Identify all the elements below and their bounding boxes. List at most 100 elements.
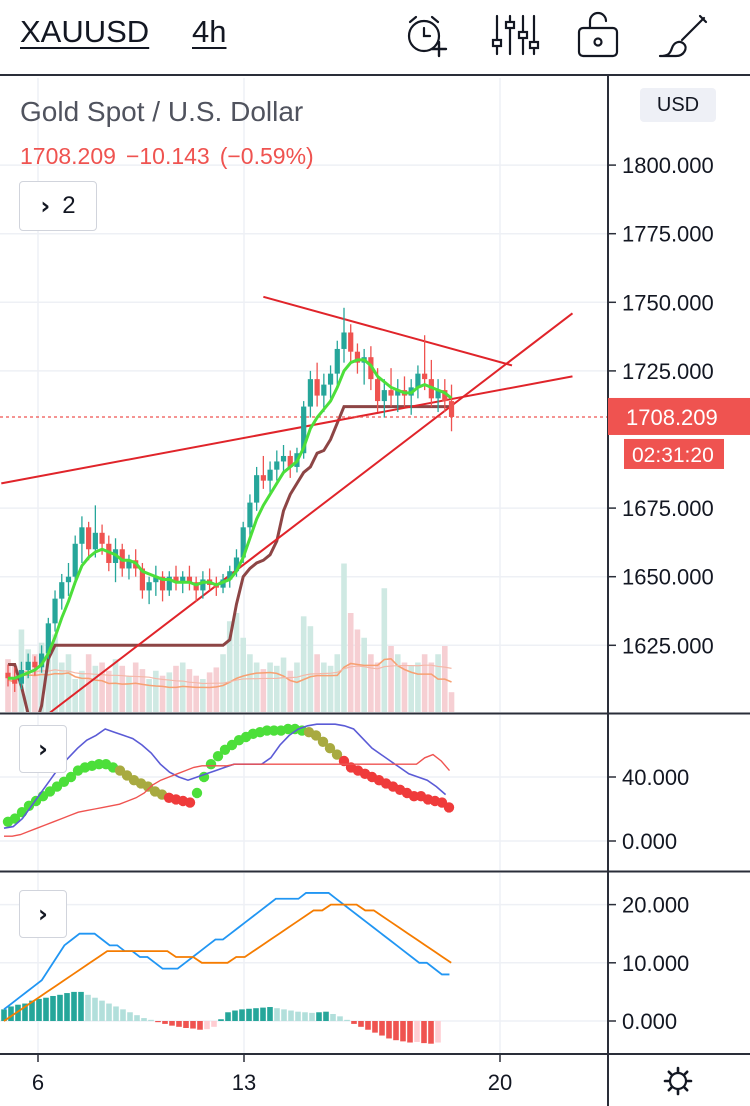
macd-histogram-bar <box>120 1009 126 1021</box>
macd-histogram-bar <box>1 1009 7 1021</box>
candle-body <box>146 582 152 591</box>
macd-histogram-bar <box>43 997 49 1021</box>
candle-body <box>200 579 206 591</box>
macd-histogram-bar <box>295 1011 301 1021</box>
candle-body <box>442 390 448 402</box>
macd-histogram-bar <box>29 1000 35 1021</box>
volume-bar <box>341 563 347 712</box>
macd-histogram-bar <box>99 1000 105 1021</box>
macd-histogram-bar <box>253 1008 259 1021</box>
macd-histogram-bar <box>316 1012 322 1021</box>
volume-bar <box>206 672 213 712</box>
gear-tooth <box>667 1086 673 1092</box>
macd-histogram-bar <box>421 1021 427 1044</box>
pane2-toggle-button[interactable]: › <box>19 725 67 773</box>
indicators-toggle-button[interactable]: › 2 <box>19 181 97 231</box>
price-change: −10.143 <box>125 143 210 169</box>
price-axis-label: 1775.000 <box>622 222 714 247</box>
chart-canvas[interactable]: 1800.000 1775.000 1750.000 1725.000 1675.000… <box>0 75 750 1106</box>
interval-button[interactable]: 4h <box>192 14 227 49</box>
psar-dot <box>205 759 217 770</box>
macd-histogram-bar <box>204 1021 210 1030</box>
chevron-right-icon: › <box>38 735 48 763</box>
gear-icon[interactable] <box>663 1066 693 1096</box>
psar-dot <box>443 802 455 813</box>
volume-bar <box>200 679 206 712</box>
candle-body <box>25 661 31 670</box>
volume-bar <box>435 654 441 712</box>
symbol-button[interactable]: XAUUSD <box>20 14 150 49</box>
volume-bar <box>368 654 374 712</box>
candle-body <box>166 576 172 591</box>
psar-dot <box>212 751 224 762</box>
volume-bar <box>347 613 354 712</box>
volume-bar <box>280 657 287 712</box>
volume-bar <box>381 588 388 712</box>
macd-histogram-bar <box>8 1006 14 1021</box>
trendline <box>49 312 574 712</box>
macd-histogram-bar <box>78 991 84 1021</box>
candle-body <box>72 543 78 577</box>
volume-bar <box>79 670 85 712</box>
candle-body <box>395 390 401 396</box>
macd-histogram-bar <box>85 994 91 1021</box>
psar-dot <box>331 749 343 760</box>
psar-dot <box>310 730 322 741</box>
price-axis-label: 1650.000 <box>622 565 714 590</box>
candle-body <box>321 384 327 396</box>
countdown-badge-text: 02:31:20 <box>632 444 714 467</box>
price-axis-label: 1625.000 <box>622 633 714 658</box>
candle-body <box>240 527 246 558</box>
candle-body <box>139 568 145 591</box>
macd-histogram-bar <box>36 998 42 1021</box>
volume-bar <box>139 669 146 712</box>
volume-bar <box>327 665 334 712</box>
last-price: 1708.209 <box>20 143 116 169</box>
volume-bar <box>166 672 173 712</box>
volume-bar <box>240 637 246 712</box>
candle-body <box>435 390 441 399</box>
price-change-percent: (−0.59%) <box>219 143 314 169</box>
macd-histogram-bar <box>309 1012 315 1021</box>
volume-bar <box>421 654 428 712</box>
macd-histogram-bar <box>232 1010 238 1021</box>
volume-bar <box>247 654 253 712</box>
volume-bar <box>408 665 414 712</box>
volume-bar <box>72 679 78 712</box>
rsi-line <box>3 723 447 829</box>
candle-body <box>422 373 428 380</box>
candle-body <box>12 678 18 684</box>
last-price-badge <box>608 397 750 435</box>
psar-dot <box>65 771 77 783</box>
indicators-sliders-icon[interactable] <box>486 8 540 62</box>
price-axis-label: 1725.000 <box>622 359 714 384</box>
macd-histogram-bar <box>64 993 70 1021</box>
drawing-brush-icon[interactable] <box>656 8 710 62</box>
macd-axis-label: 0.000 <box>622 1009 677 1034</box>
macd-histogram-bar <box>169 1021 175 1026</box>
lock-icon[interactable] <box>571 8 625 62</box>
chart-title: Gold Spot / U.S. Dollar <box>20 96 304 127</box>
macd-histogram-bar <box>148 1019 154 1021</box>
volume-bar <box>153 670 159 712</box>
macd-histogram-bar <box>281 1009 287 1021</box>
alarm-add-icon[interactable] <box>398 8 452 62</box>
pane3-toggle-button[interactable]: › <box>19 890 67 938</box>
candle-body <box>287 455 293 467</box>
volume-bar <box>428 662 435 712</box>
trendline <box>1 375 573 485</box>
macd-histogram-bar <box>211 1021 217 1027</box>
volume-bar <box>132 662 139 712</box>
candle-body <box>233 557 240 572</box>
candle-body <box>153 576 159 583</box>
macd-histogram-bar <box>127 1012 133 1021</box>
candle-body <box>354 351 361 363</box>
candle-body <box>39 653 45 668</box>
candle-body <box>274 461 280 470</box>
volume-bar <box>300 616 307 712</box>
candle-body <box>159 576 166 591</box>
currency-label[interactable]: USD <box>640 88 716 122</box>
rsi-axis-label: 0.000 <box>622 829 677 854</box>
candle-body <box>327 373 334 385</box>
candle-body <box>280 455 287 462</box>
